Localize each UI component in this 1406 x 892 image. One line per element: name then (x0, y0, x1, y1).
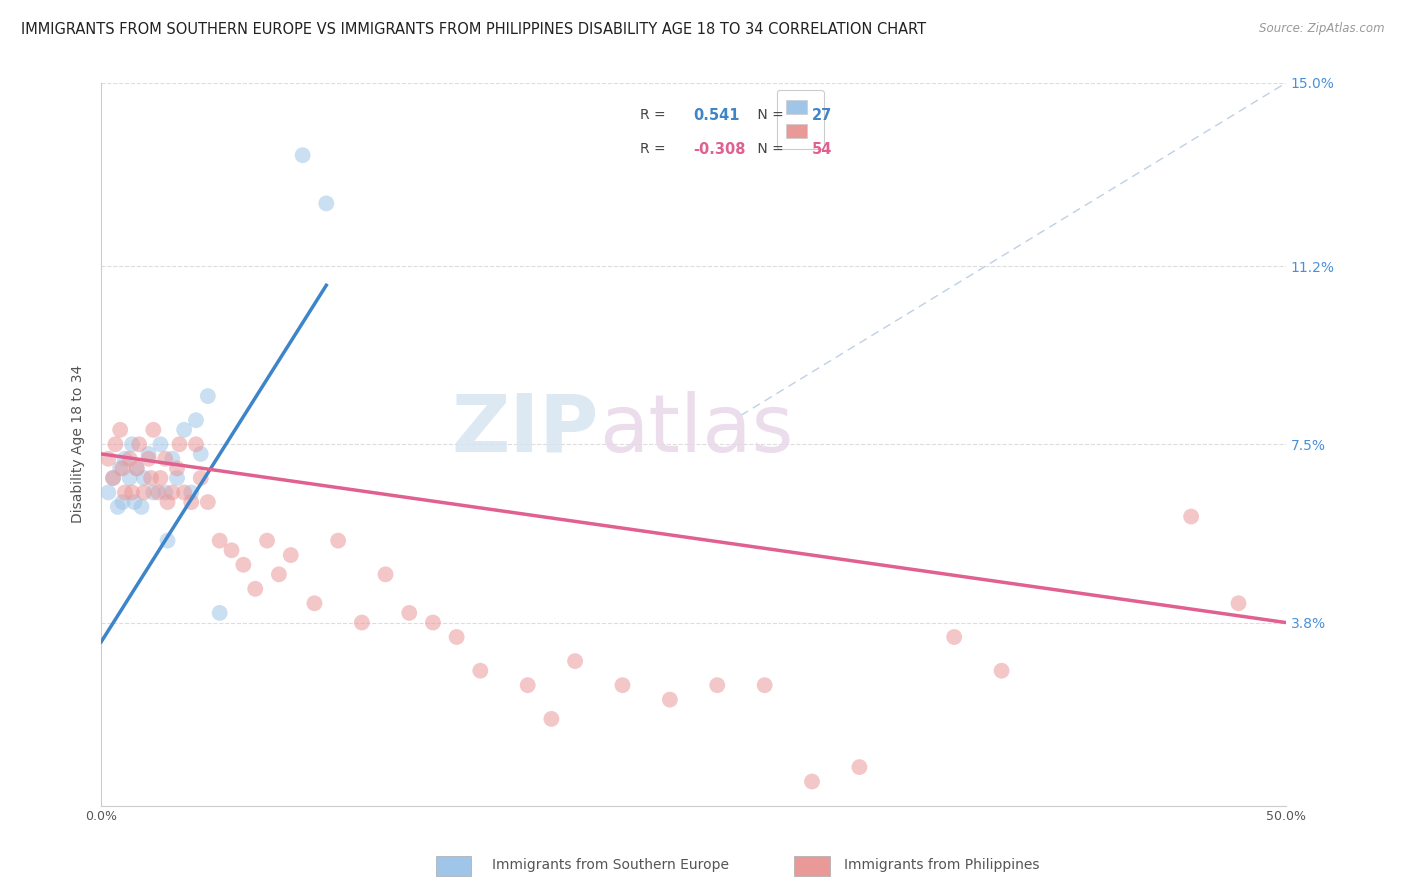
Text: R =: R = (640, 109, 671, 122)
Point (848, 760, 870, 774)
Point (111, 495, 134, 509)
Point (97, 485, 120, 500)
Point (540, 712, 562, 726)
Text: N =: N = (752, 143, 787, 156)
Point (350, 615, 373, 630)
Point (221, 543, 243, 558)
Point (108, 461, 131, 475)
Point (280, 548, 302, 562)
Point (197, 389, 219, 403)
Point (132, 471, 155, 485)
Point (111, 461, 134, 475)
Point (156, 495, 179, 509)
Point (107, 500, 129, 514)
Point (169, 437, 191, 451)
Point (180, 485, 202, 500)
Point (114, 485, 136, 500)
Point (166, 461, 188, 475)
Point (121, 485, 143, 500)
Point (125, 461, 148, 475)
Point (267, 567, 290, 582)
Point (166, 471, 188, 485)
Point (97, 451, 120, 466)
Legend: , : , (776, 90, 824, 149)
Point (153, 485, 176, 500)
Text: atlas: atlas (599, 391, 793, 469)
Point (104, 437, 127, 451)
Point (422, 615, 444, 630)
Point (374, 567, 396, 582)
Point (190, 471, 212, 485)
Point (197, 495, 219, 509)
Point (124, 495, 146, 509)
Point (190, 447, 212, 461)
Point (516, 678, 538, 692)
Point (208, 533, 231, 548)
Point (1180, 509, 1202, 524)
Point (149, 437, 172, 451)
Point (564, 654, 586, 668)
Point (128, 437, 150, 451)
Point (256, 533, 278, 548)
Point (232, 558, 254, 572)
Point (398, 606, 420, 620)
Text: 54: 54 (813, 142, 832, 157)
Point (612, 678, 634, 692)
Point (142, 423, 165, 437)
Text: ZIP: ZIP (451, 391, 599, 469)
Point (121, 437, 143, 451)
Point (101, 471, 124, 485)
Point (173, 423, 195, 437)
Point (146, 485, 169, 500)
Point (138, 447, 160, 461)
Text: R =: R = (640, 143, 671, 156)
Text: Source: ZipAtlas.com: Source: ZipAtlas.com (1260, 22, 1385, 36)
Text: -0.308: -0.308 (693, 142, 747, 157)
Point (470, 664, 492, 678)
Point (138, 451, 160, 466)
Point (754, 678, 776, 692)
Point (142, 485, 165, 500)
Text: IMMIGRANTS FROM SOUTHERN EUROPE VS IMMIGRANTS FROM PHILIPPINES DISABILITY AGE 18: IMMIGRANTS FROM SOUTHERN EUROPE VS IMMIG… (21, 22, 927, 37)
Point (118, 451, 141, 466)
Point (208, 606, 231, 620)
Y-axis label: Disability Age 18 to 34: Disability Age 18 to 34 (72, 365, 86, 524)
Point (118, 471, 141, 485)
Point (173, 485, 195, 500)
Text: N =: N = (752, 109, 787, 122)
Point (304, 596, 326, 610)
Point (114, 451, 136, 466)
Point (108, 423, 131, 437)
Point (180, 495, 202, 509)
Point (132, 485, 155, 500)
Point (156, 533, 179, 548)
Point (149, 471, 172, 485)
Point (184, 437, 207, 451)
Text: 0.541: 0.541 (693, 108, 740, 123)
Point (801, 774, 824, 789)
Point (131, 500, 153, 514)
Point (1227, 596, 1250, 610)
Point (658, 692, 681, 706)
Text: Immigrants from Philippines: Immigrants from Philippines (844, 858, 1039, 872)
Text: Immigrants from Southern Europe: Immigrants from Southern Europe (492, 858, 730, 872)
Point (153, 451, 176, 466)
Point (315, 196, 337, 211)
Point (101, 471, 124, 485)
Point (446, 630, 468, 644)
Text: 27: 27 (813, 108, 832, 123)
Point (328, 533, 350, 548)
Point (125, 461, 148, 475)
Point (162, 485, 184, 500)
Point (139, 471, 162, 485)
Point (943, 630, 966, 644)
Point (990, 664, 1012, 678)
Point (245, 582, 267, 596)
Point (162, 451, 184, 466)
Point (706, 678, 728, 692)
Point (291, 148, 314, 162)
Point (184, 413, 207, 427)
